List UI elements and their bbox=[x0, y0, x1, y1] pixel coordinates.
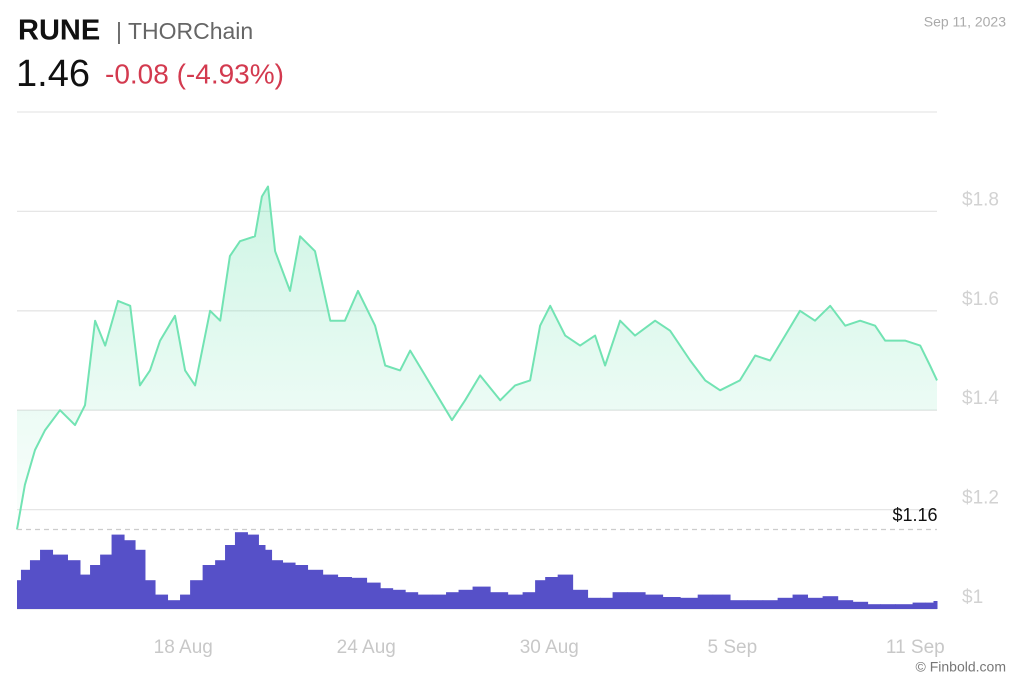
volume-bar bbox=[247, 534, 259, 609]
volume-bar bbox=[730, 600, 749, 609]
x-tick-label: 18 Aug bbox=[154, 637, 213, 658]
volume-bar bbox=[697, 594, 714, 609]
volume-bar bbox=[135, 549, 146, 609]
volume-bar bbox=[225, 545, 236, 609]
y-tick-label: $1.4 bbox=[962, 388, 999, 409]
volume-bar bbox=[507, 594, 524, 609]
volume-bar bbox=[662, 597, 681, 609]
volume-bar bbox=[40, 549, 54, 609]
volume-bar bbox=[777, 597, 794, 609]
volume-bar bbox=[912, 602, 926, 609]
volume-bar bbox=[837, 600, 854, 609]
volume-bar bbox=[807, 597, 824, 609]
volume-bar bbox=[337, 577, 352, 609]
source: © Finbold.com bbox=[916, 659, 1006, 675]
plot: $1 $1.2 $1.4 $1.6 $1.8 18 Aug 24 Aug 30 Aug 5 Se… bbox=[16, 111, 999, 658]
volume-bar bbox=[258, 545, 266, 609]
volume-bar bbox=[202, 565, 216, 609]
volume-bar bbox=[925, 602, 934, 609]
volume-bar bbox=[271, 560, 284, 609]
volume-bar bbox=[852, 601, 869, 609]
volume-bar bbox=[627, 592, 646, 609]
volume-bar bbox=[100, 554, 113, 609]
volume-bar bbox=[392, 589, 406, 609]
volume-bar bbox=[472, 586, 491, 609]
x-tick-label: 11 Sep bbox=[886, 637, 945, 658]
volume-bar bbox=[417, 594, 434, 609]
volume-bar bbox=[712, 594, 731, 609]
volume-bar bbox=[680, 597, 699, 609]
price-line bbox=[16, 185, 938, 530]
volume-bar bbox=[29, 560, 41, 609]
volume-bar bbox=[612, 592, 629, 609]
volume-bar bbox=[264, 549, 273, 609]
y-tick-label: $1.2 bbox=[962, 488, 999, 509]
volume-bar bbox=[895, 604, 914, 609]
volume-bar bbox=[180, 594, 191, 609]
volume-bar bbox=[645, 594, 664, 609]
volume-bar bbox=[20, 569, 31, 609]
volume-bar bbox=[322, 574, 339, 609]
volume-bar bbox=[458, 589, 474, 609]
volume-bar bbox=[190, 580, 204, 609]
annotation-label: $1.16 bbox=[892, 505, 937, 525]
y-tick-label: $1.6 bbox=[962, 289, 999, 310]
volume-bar bbox=[587, 597, 601, 609]
volume-bar bbox=[67, 560, 81, 609]
volume-bar bbox=[600, 597, 614, 609]
volume-bar bbox=[933, 601, 938, 609]
volume-bar bbox=[215, 560, 226, 609]
area bbox=[17, 186, 937, 530]
volume-bar bbox=[867, 604, 881, 609]
volume-bar bbox=[124, 540, 136, 609]
volume-bar bbox=[557, 574, 574, 609]
volume-bar bbox=[446, 592, 460, 609]
volume-bar bbox=[167, 600, 181, 609]
volume-bar bbox=[307, 569, 324, 609]
volume-bar bbox=[522, 592, 536, 609]
date: Sep 11, 2023 bbox=[924, 14, 1006, 30]
volume-bar bbox=[535, 580, 546, 609]
volume-bar bbox=[490, 592, 509, 609]
volume-bar bbox=[111, 534, 125, 609]
y-tick-label: $1 bbox=[962, 587, 983, 608]
x-tick-label: 5 Sep bbox=[707, 637, 757, 658]
volume-bar bbox=[17, 580, 22, 609]
x-tick-label: 30 Aug bbox=[520, 637, 579, 658]
volume-bar bbox=[155, 594, 169, 609]
volume-bar bbox=[572, 589, 589, 609]
change: -0.08 (-4.93%) bbox=[105, 58, 284, 89]
volume-bar bbox=[90, 565, 101, 609]
volume-bar bbox=[792, 594, 809, 609]
volume-bar bbox=[762, 600, 779, 609]
volume-bar bbox=[351, 577, 368, 609]
volume-bar bbox=[380, 588, 394, 609]
volume-bar bbox=[282, 562, 296, 609]
volume-bar bbox=[366, 582, 381, 609]
title: RUNE bbox=[18, 15, 100, 47]
price: 1.46 bbox=[16, 53, 90, 95]
volume-bar bbox=[144, 580, 156, 609]
volume-bar bbox=[405, 592, 419, 609]
volume-bar bbox=[822, 596, 839, 609]
volume-bar bbox=[432, 594, 447, 609]
volume-bar bbox=[295, 565, 309, 609]
y-tick-label: $1.8 bbox=[962, 189, 999, 210]
subtitle: | THORChain bbox=[116, 18, 253, 44]
volume-bar bbox=[234, 532, 248, 609]
volume-bar bbox=[52, 554, 68, 609]
volume-bar bbox=[880, 604, 896, 609]
x-tick-label: 24 Aug bbox=[337, 637, 396, 658]
volume-bar bbox=[545, 577, 559, 609]
volume-bar bbox=[79, 574, 91, 609]
volume-bar bbox=[747, 600, 764, 609]
